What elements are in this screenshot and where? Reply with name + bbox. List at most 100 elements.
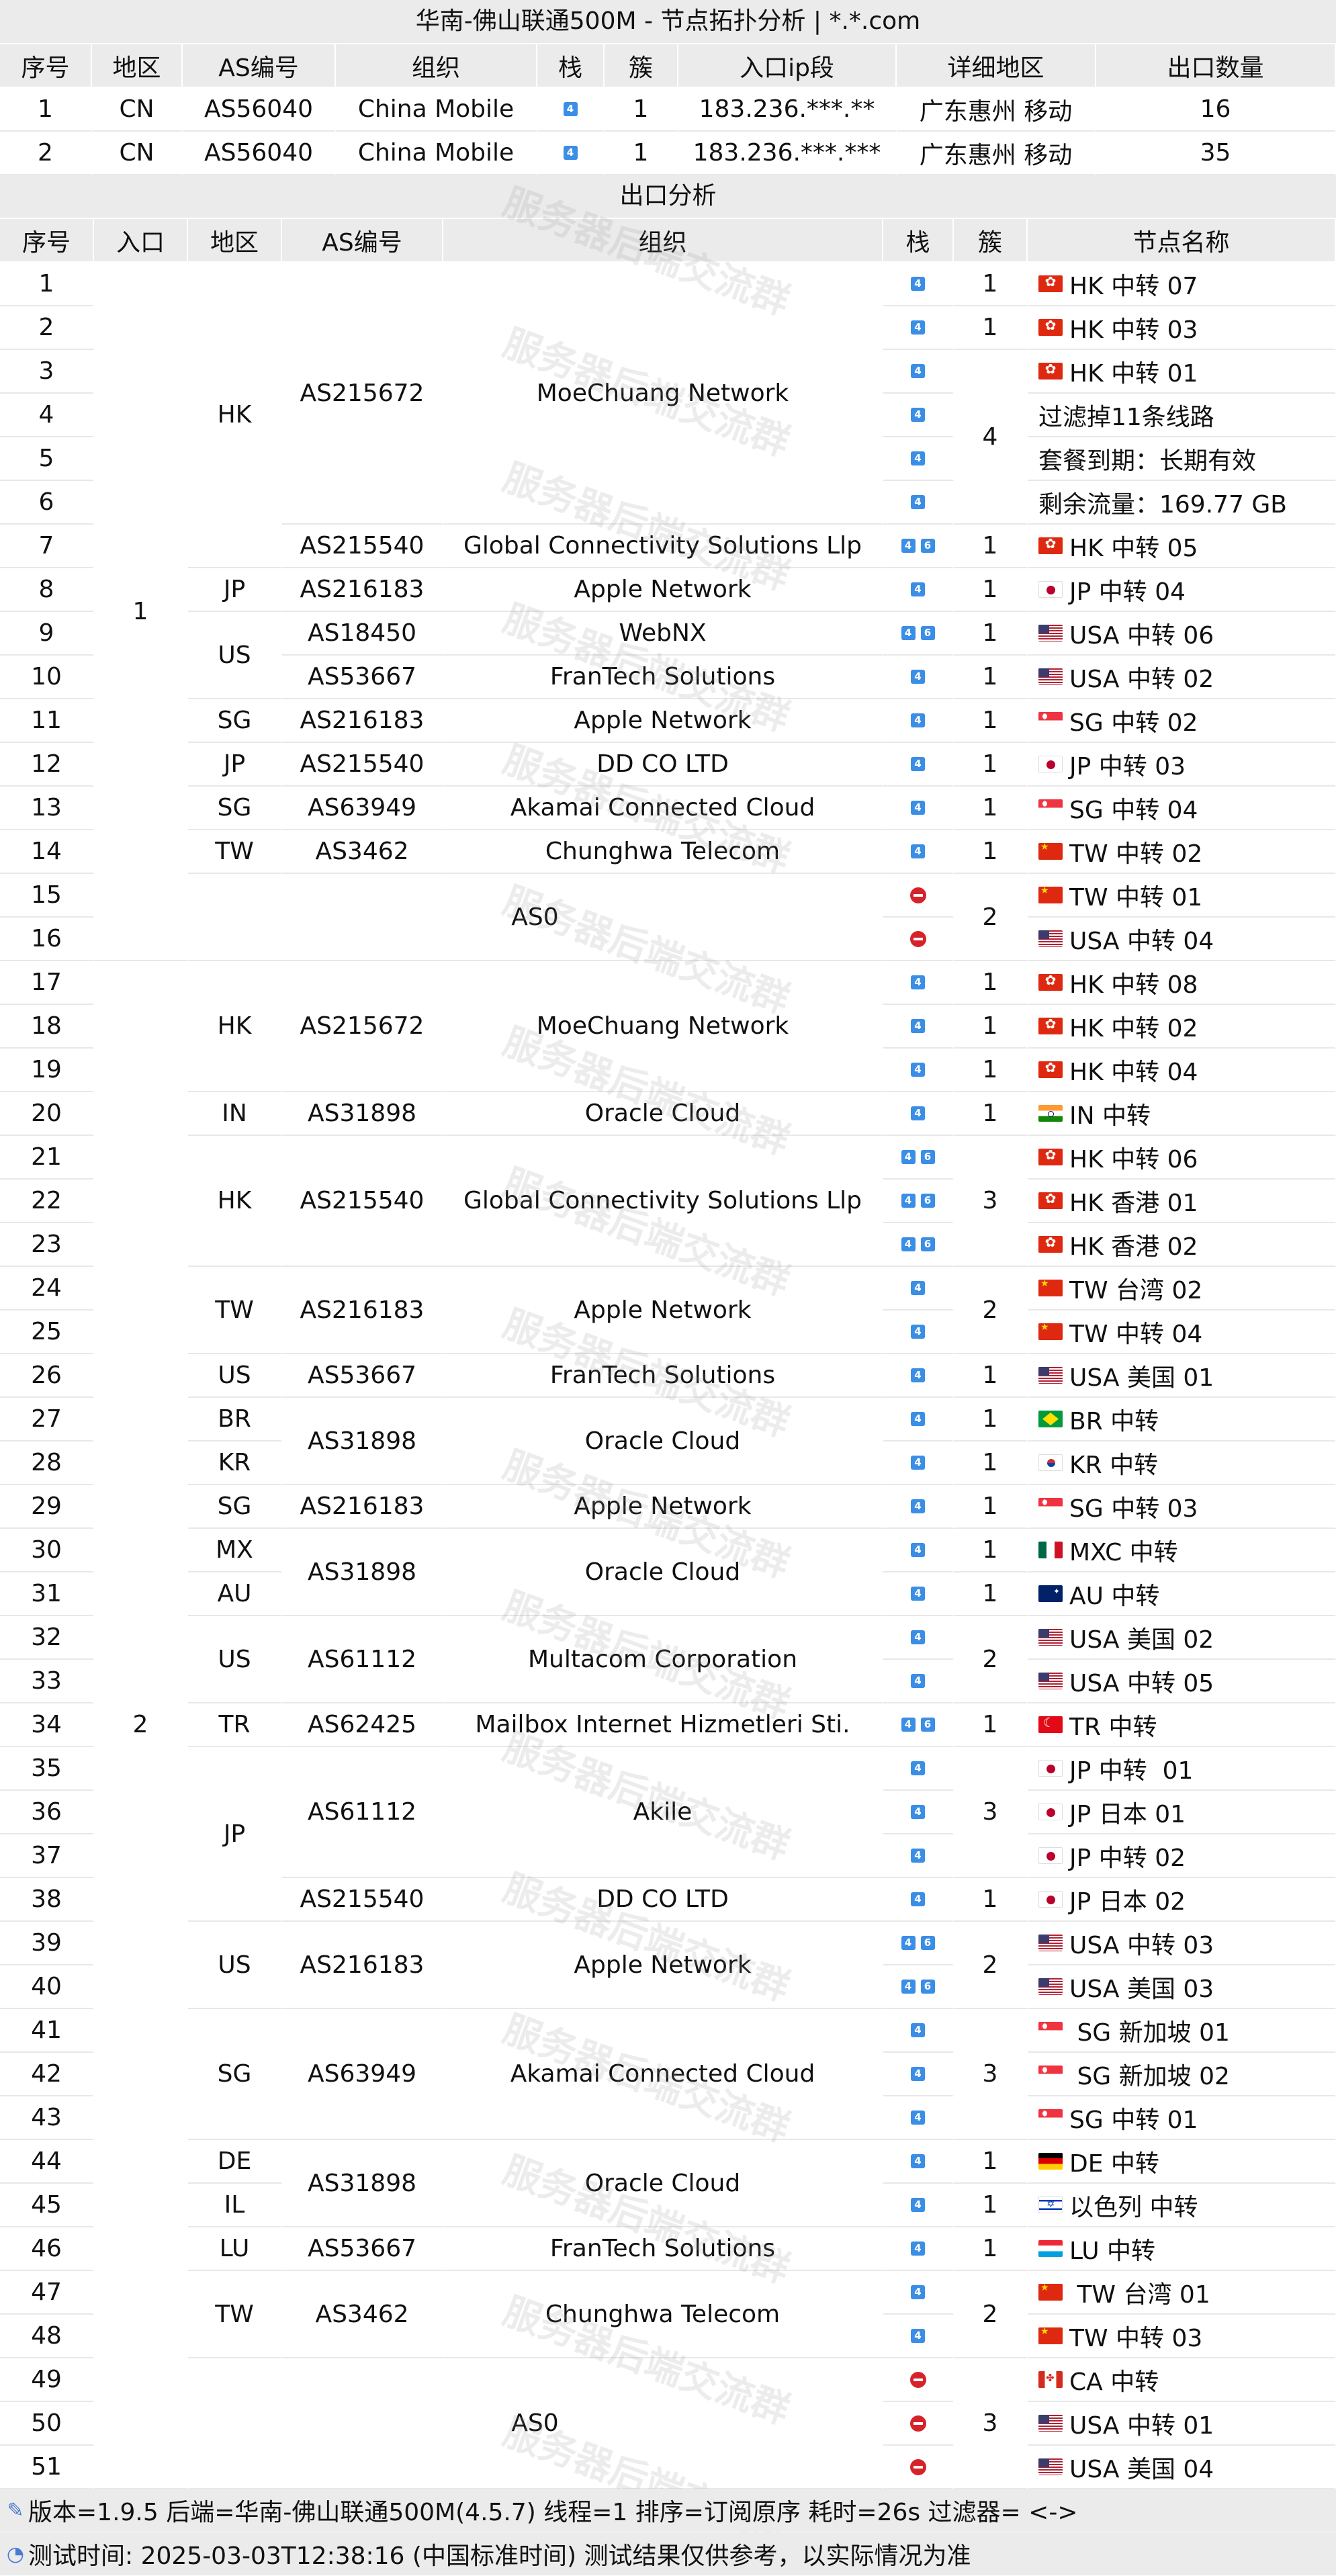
ipv4-badge: 4 xyxy=(911,408,925,422)
exit-as-group: AS3462 xyxy=(282,2271,443,2358)
flag-hk-icon xyxy=(1038,974,1063,991)
exit-as-group: AS216183 xyxy=(282,1485,443,1529)
entry-row-col-as: AS56040 xyxy=(183,132,336,175)
flag-hk-icon xyxy=(1038,363,1063,380)
exit-region-group: US xyxy=(188,612,282,699)
node-name-text: MXC 中转 xyxy=(1069,1538,1178,1566)
exit-row-stack: 4 xyxy=(883,1834,954,1878)
exit-row-node-name: KR 中转 xyxy=(1028,1441,1336,1485)
exit-as-group: AS61112 xyxy=(282,1616,443,1703)
flag-us-icon xyxy=(1038,1629,1063,1646)
ipv4-badge: 4 xyxy=(901,1237,916,1251)
exit-row-index: 1 xyxy=(0,263,94,306)
exit-header-entry: 入口 xyxy=(94,219,188,263)
exit-row-index: 33 xyxy=(0,1660,94,1703)
exit-as-group: AS215540 xyxy=(282,1878,443,1922)
exit-row-node-name: BR 中转 xyxy=(1028,1398,1336,1441)
exit-row-index: 5 xyxy=(0,437,94,481)
exit-row-index: 25 xyxy=(0,1311,94,1354)
exit-row-index: 4 xyxy=(0,394,94,437)
exit-as-group: AS31898 xyxy=(282,1529,443,1616)
exit-as-group: AS215672 xyxy=(282,263,443,525)
entry-header-col-detail: 详细地区 xyxy=(897,44,1096,88)
flag-hk-icon xyxy=(1038,275,1063,292)
exit-row-index: 38 xyxy=(0,1878,94,1922)
ipv4-badge: 4 xyxy=(901,1936,916,1950)
ipv4-badge: 4 xyxy=(911,1543,925,1557)
node-name-text: USA 中转 06 xyxy=(1069,621,1214,650)
exit-row-stack: 4 xyxy=(883,830,954,874)
exit-row-index: 3 xyxy=(0,350,94,394)
flag-sg-icon xyxy=(1038,2022,1063,2039)
ipv4-badge: 4 xyxy=(911,364,925,378)
exit-row-index: 31 xyxy=(0,1572,94,1616)
exit-row-node-name: HK 中转 08 xyxy=(1028,961,1336,1005)
exit-cluster-group: 1 xyxy=(954,263,1028,306)
node-name-text: JP 日本 01 xyxy=(1069,1800,1186,1828)
exit-as-group: AS215540 xyxy=(282,743,443,787)
node-name-text: SG 中转 01 xyxy=(1069,2106,1198,2134)
exit-org-group: Akile xyxy=(443,1747,883,1878)
exit-row-index: 43 xyxy=(0,2096,94,2140)
flag-sg-icon xyxy=(1038,1498,1063,1515)
flag-cn-icon xyxy=(1038,1280,1063,1296)
node-name-text: HK 香港 01 xyxy=(1069,1189,1198,1217)
exit-row-node-name: JP 日本 02 xyxy=(1028,1878,1336,1922)
exit-row-index: 35 xyxy=(0,1747,94,1791)
entry-row-col-index: 2 xyxy=(0,132,92,175)
exit-cluster-group: 1 xyxy=(954,2140,1028,2184)
exit-row-stack: 4 xyxy=(883,656,954,699)
exit-as-group: AS53667 xyxy=(282,1354,443,1398)
exit-org-group: Akamai Connected Cloud xyxy=(443,2009,883,2140)
flag-tr-icon xyxy=(1038,1716,1063,1733)
report-title: 华南-佛山联通500M - 节点拓扑分析 | *.*.com xyxy=(0,0,1336,43)
ipv4-badge: 4 xyxy=(911,1674,925,1688)
exit-row-stack: 4 xyxy=(883,1005,954,1049)
node-name-text: TW 中转 03 xyxy=(1069,2324,1203,2352)
exit-row-stack: 4 xyxy=(883,1529,954,1572)
ipv4-badge: 4 xyxy=(901,1194,916,1208)
exit-region-group: SG xyxy=(188,1485,282,1529)
node-name-text: TW 中转 04 xyxy=(1069,1320,1203,1348)
exit-row-node-name: SG 中转 02 xyxy=(1028,699,1336,743)
exit-row-index: 19 xyxy=(0,1049,94,1092)
ipv4-badge: 4 xyxy=(911,757,925,771)
exit-org-group: Global Connectivity Solutions Llp xyxy=(443,1136,883,1267)
ipv4-badge: 4 xyxy=(911,1456,925,1470)
unavailable-icon xyxy=(909,2371,926,2388)
exit-row-index: 12 xyxy=(0,743,94,787)
flag-sg-icon xyxy=(1038,712,1063,729)
flag-cn-icon xyxy=(1038,843,1063,860)
flag-br-icon xyxy=(1038,1411,1063,1427)
exit-org-group: Apple Network xyxy=(443,699,883,743)
node-name-text: USA 中转 05 xyxy=(1069,1669,1214,1697)
exit-cluster-group: 1 xyxy=(954,1049,1028,1092)
node-name-text: HK 中转 07 xyxy=(1069,272,1198,300)
exit-row-index: 49 xyxy=(0,2358,94,2402)
exit-region-group: JP xyxy=(188,1747,282,1922)
ipv4-badge: 4 xyxy=(911,1892,925,1906)
exit-row-node-name: TW 中转 01 xyxy=(1028,874,1336,918)
exit-row-index: 20 xyxy=(0,1092,94,1136)
exit-as-group: AS31898 xyxy=(282,1398,443,1485)
exit-row-node-name: JP 中转 04 xyxy=(1028,568,1336,612)
node-name-text: JP 中转 01 xyxy=(1069,1757,1194,1785)
flag-cn-icon xyxy=(1038,887,1063,903)
ipv4-badge: 4 xyxy=(911,1499,925,1513)
exit-as-group: AS216183 xyxy=(282,699,443,743)
exit-row-index: 46 xyxy=(0,2227,94,2271)
footer-time-line: ◔ 测试时间: 2025-03-03T12:38:16 (中国标准时间) 测试结… xyxy=(0,2532,1336,2575)
node-name-text: USA 中转 01 xyxy=(1069,2411,1214,2440)
flag-sg-icon xyxy=(1038,2066,1063,2082)
exit-region-group: KR xyxy=(188,1441,282,1485)
exit-row-stack: 4 xyxy=(883,2140,954,2184)
flag-us-icon xyxy=(1038,625,1063,641)
exit-org-group: Global Connectivity Solutions Llp xyxy=(443,525,883,568)
exit-row-index: 6 xyxy=(0,481,94,525)
flag-jp-icon xyxy=(1038,1847,1063,1864)
exit-row-node-name: HK 中转 03 xyxy=(1028,306,1336,350)
exit-row-stack: 4 xyxy=(883,743,954,787)
exit-row-stack: 4 xyxy=(883,306,954,350)
exit-cluster-group: 3 xyxy=(954,2009,1028,2140)
